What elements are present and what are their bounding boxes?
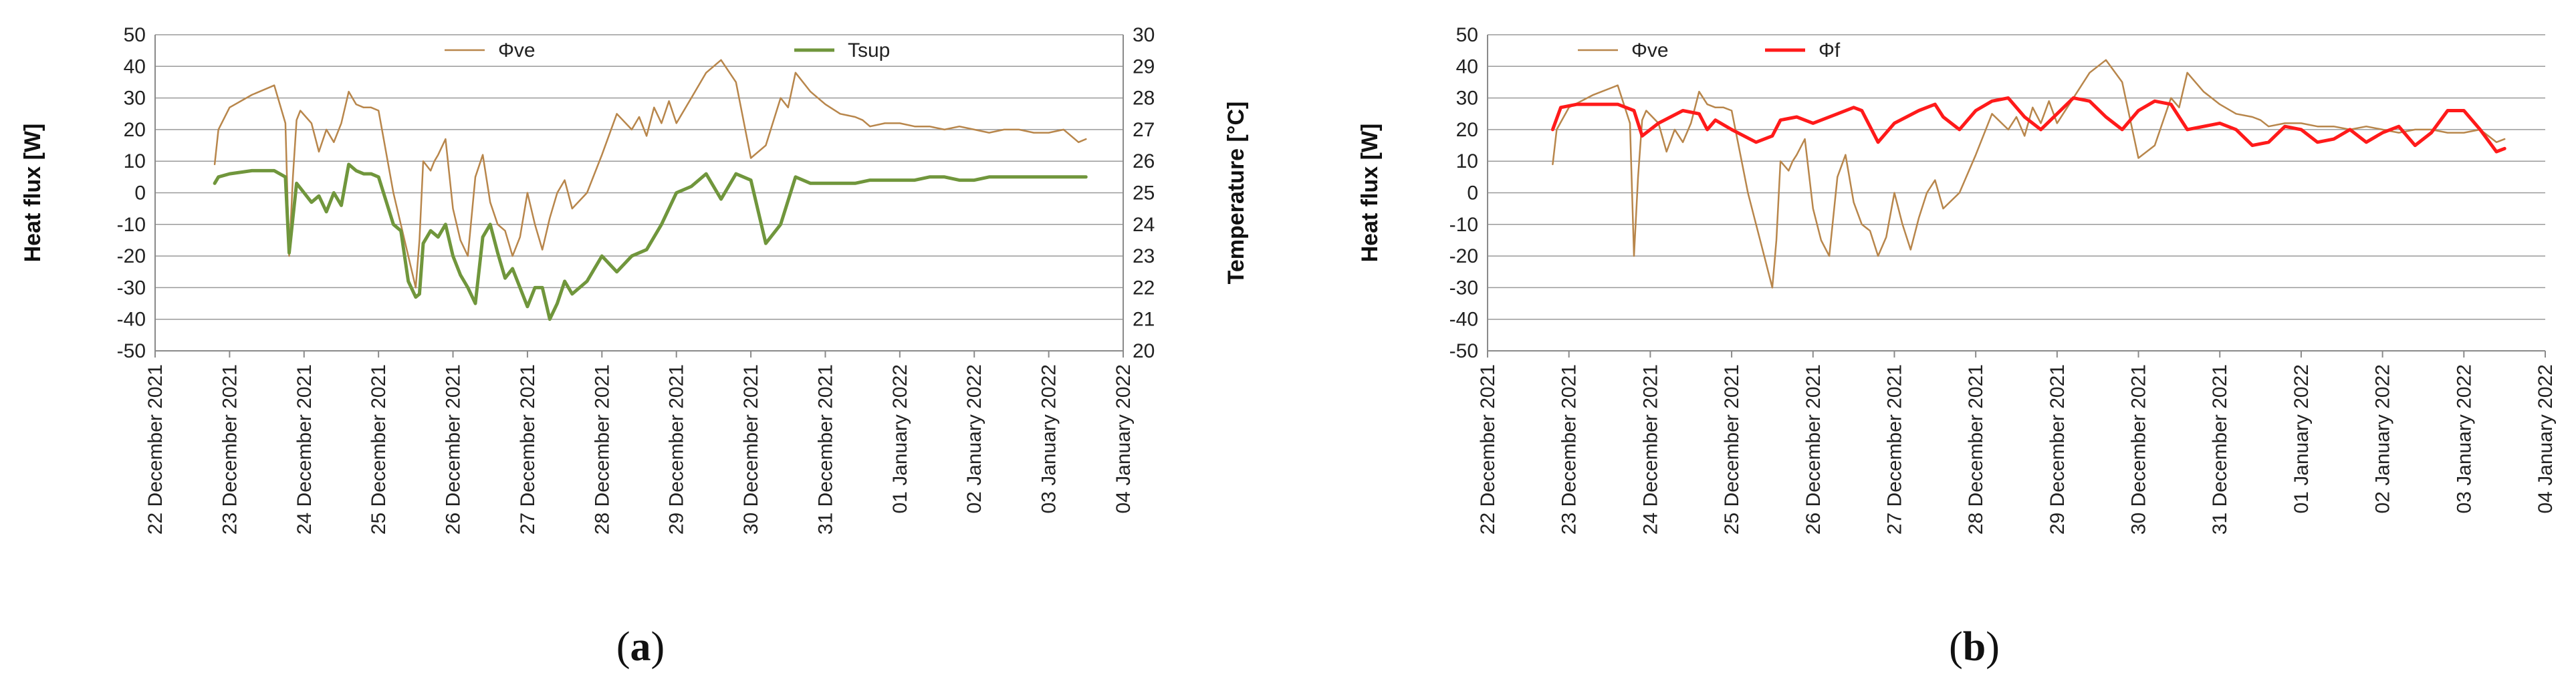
- x-tick-label: 26 December 2021: [443, 364, 465, 535]
- y-tick-label: -10: [1449, 214, 1478, 236]
- x-tick-label: 01 January 2022: [889, 364, 911, 514]
- y2-axis-title: Temperature [°C]: [1223, 102, 1249, 285]
- y-tick-label: 20: [124, 119, 146, 141]
- x-tick-label: 29 December 2021: [2046, 364, 2069, 535]
- y2-tick-label: 22: [1133, 277, 1155, 299]
- series-line-1: [213, 162, 1088, 321]
- series-line-0: [1552, 59, 2506, 289]
- x-tick-label: 24 December 2021: [1639, 364, 1661, 535]
- x-tick-label: 22 December 2021: [144, 364, 166, 535]
- x-tick-label: 25 December 2021: [368, 364, 390, 535]
- y2-tick-label: 25: [1133, 182, 1155, 204]
- panel-label: (b): [1949, 624, 2000, 670]
- y2-tick-label: 26: [1133, 150, 1155, 172]
- x-tick-label: 01 January 2022: [2291, 364, 2313, 514]
- x-tick-label: 24 December 2021: [294, 364, 316, 535]
- chart-panel-b: -50 -40 -30 -20 -10 0 10 20 30 40 50 22 December 20…: [1357, 24, 2557, 670]
- legend-label: Φve: [498, 39, 536, 61]
- y2-tick-label: 29: [1133, 55, 1155, 78]
- x-tick-label: 30 December 2021: [740, 364, 762, 535]
- y-tick-label: -20: [117, 245, 146, 267]
- x-tick-label: 30 December 2021: [2128, 364, 2150, 535]
- y-tick-label: 50: [124, 24, 146, 46]
- x-tick-label: 28 December 2021: [591, 364, 613, 535]
- y2-tick-label: 20: [1133, 340, 1155, 362]
- y-axis-title: Heat flux [W]: [20, 124, 45, 263]
- y-tick-label: 40: [124, 55, 146, 78]
- x-tick-label: 03 January 2022: [2453, 364, 2475, 514]
- x-tick-label: 02 January 2022: [963, 364, 985, 514]
- x-tick-label: 29 December 2021: [666, 364, 688, 535]
- y-tick-label: 10: [124, 150, 146, 172]
- y2-tick-label: 28: [1133, 88, 1155, 110]
- panel-letter: a: [630, 624, 651, 670]
- y-tick-label: 0: [134, 182, 146, 204]
- panel-letter: b: [1963, 624, 1986, 670]
- legend-label: Φve: [1631, 39, 1669, 61]
- x-tick-label: 31 December 2021: [814, 364, 836, 535]
- x-tick-label: 23 December 2021: [219, 364, 241, 535]
- x-tick-label: 31 December 2021: [2209, 364, 2231, 535]
- x-tick-label: 04 January 2022: [1113, 364, 1135, 514]
- chart-panel-a: -50 -40 -30 -20 -10 0 10 20 30 40 50 20 21 22 23 24 25 26…: [20, 24, 1249, 670]
- y-tick-label: -30: [1449, 277, 1478, 299]
- y-tick-label: 20: [1456, 119, 1478, 141]
- y2-tick-label: 21: [1133, 309, 1155, 331]
- x-tick-label: 25 December 2021: [1721, 364, 1743, 535]
- y-tick-label: -50: [117, 340, 146, 362]
- y-tick-label: -30: [117, 277, 146, 299]
- y-tick-label: 30: [1456, 88, 1478, 110]
- x-tick-label: 02 January 2022: [2372, 364, 2394, 514]
- legend-label: Φf: [1819, 39, 1841, 61]
- y2-tick-label: 27: [1133, 119, 1155, 141]
- y2-tick-label: 24: [1133, 214, 1155, 236]
- x-tick-label: 23 December 2021: [1558, 364, 1580, 535]
- y-tick-label: -50: [1449, 340, 1478, 362]
- series-line-1: [1550, 96, 2506, 154]
- series-line-0: [213, 59, 1087, 289]
- y-tick-label: -40: [117, 309, 146, 331]
- y-tick-label: 40: [1456, 55, 1478, 78]
- y2-tick-label: 23: [1133, 245, 1155, 267]
- x-tick-label: 03 January 2022: [1038, 364, 1060, 514]
- y-tick-label: 10: [1456, 150, 1478, 172]
- x-tick-label: 04 January 2022: [2535, 364, 2557, 514]
- y-tick-label: -40: [1449, 309, 1478, 331]
- y2-tick-label: 30: [1133, 24, 1155, 46]
- y-axis-title: Heat flux [W]: [1357, 124, 1383, 263]
- x-tick-label: 28 December 2021: [1965, 364, 1987, 535]
- y-tick-label: -20: [1449, 245, 1478, 267]
- y-tick-label: 0: [1467, 182, 1478, 204]
- y-tick-label: -10: [117, 214, 146, 236]
- legend-label: Tsup: [848, 39, 890, 61]
- panel-label: (a): [616, 624, 665, 670]
- x-tick-label: 27 December 2021: [1883, 364, 1905, 535]
- x-tick-label: 22 December 2021: [1477, 364, 1499, 535]
- x-tick-label: 26 December 2021: [1802, 364, 1825, 535]
- y-tick-label: 30: [124, 88, 146, 110]
- x-tick-label: 27 December 2021: [517, 364, 539, 535]
- y-tick-label: 50: [1456, 24, 1478, 46]
